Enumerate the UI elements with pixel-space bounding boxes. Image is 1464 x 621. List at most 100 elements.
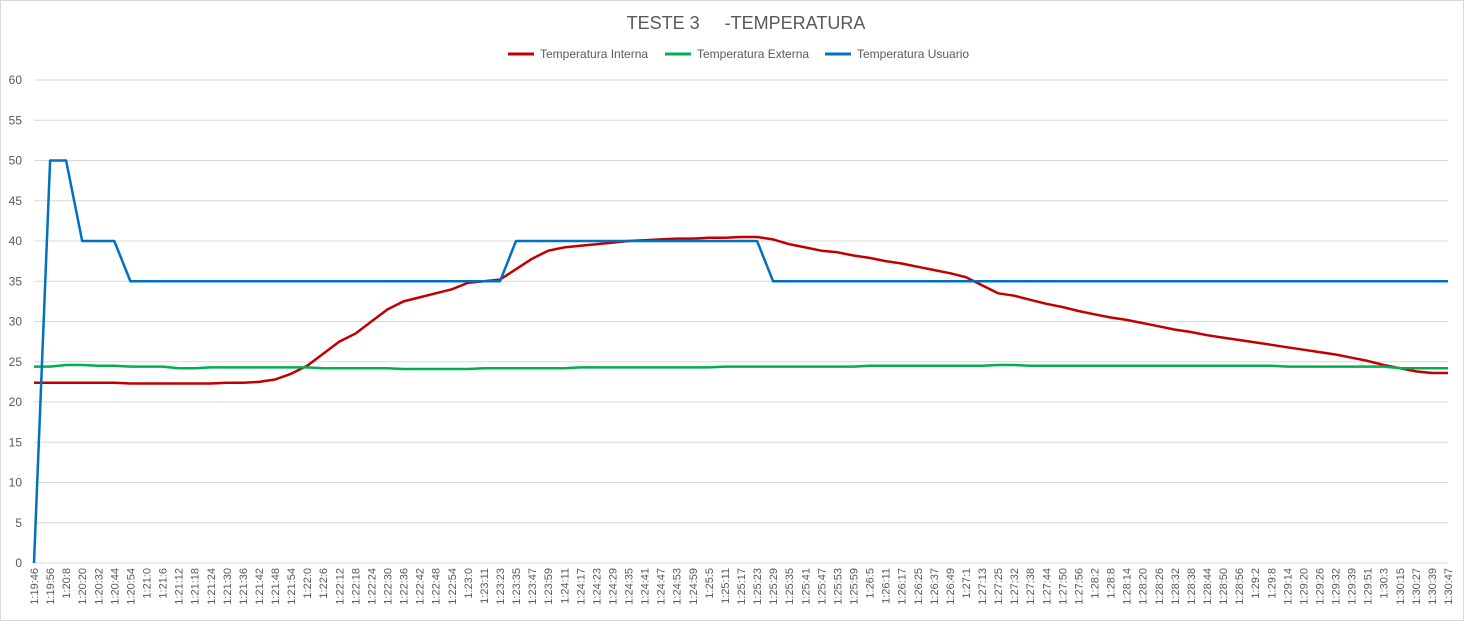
x-tick-label: 1:20:20 — [77, 568, 89, 605]
series-line-2 — [34, 363, 1448, 371]
y-axis-tick-labels: 0 5 10 15 20 25 30 35 40 45 50 55 60 — [9, 73, 23, 570]
x-tick-label: 1:25:35 — [784, 568, 796, 605]
x-tick-label: 1:25:17 — [736, 568, 748, 605]
x-tick-label: 1:24:41 — [640, 568, 652, 605]
x-tick-label: 1:29:39 — [1347, 568, 1359, 605]
x-tick-label: 1:19:56 — [45, 568, 57, 605]
x-tick-label: 1:19:46 — [29, 568, 41, 605]
x-tick-label: 1:22:0 — [302, 568, 314, 599]
legend: Temperatura Interna Temperatura Externa Te… — [508, 47, 969, 61]
x-tick-label: 1:28:20 — [1138, 568, 1150, 605]
x-tick-label: 1:25:5 — [704, 568, 716, 599]
x-tick-label: 1:29:32 — [1331, 568, 1343, 605]
x-tick-label: 1:28:32 — [1170, 568, 1182, 605]
x-tick-label: 1:26:37 — [929, 568, 941, 605]
x-tick-label: 1:21:24 — [206, 568, 218, 605]
legend-label: Temperatura Externa — [697, 47, 809, 61]
x-tick-label: 1:30:27 — [1411, 568, 1423, 605]
y-tick-label: 30 — [9, 315, 23, 329]
x-tick-label: 1:25:41 — [800, 568, 812, 605]
x-tick-label: 1:30:47 — [1443, 568, 1455, 605]
x-axis: 1:19:46 1:19:56 1:20:8 1:20:20 1:20:32 1:20:4… — [29, 562, 1455, 605]
y-tick-label: 25 — [9, 355, 23, 369]
x-tick-label: 1:28:50 — [1218, 568, 1230, 605]
x-tick-label: 1:25:53 — [832, 568, 844, 605]
x-tick-label: 1:30:3 — [1379, 568, 1391, 599]
x-tick-label: 1:26:5 — [865, 568, 877, 599]
x-tick-label: 1:21:0 — [141, 568, 153, 599]
x-tick-label: 1:30:15 — [1395, 568, 1407, 605]
x-tick-label: 1:24:17 — [575, 568, 587, 605]
x-tick-label: 1:29:14 — [1282, 568, 1294, 605]
x-tick-label: 1:24:47 — [656, 568, 668, 605]
x-tick-label: 1:27:13 — [977, 568, 989, 605]
x-tick-label: 1:22:24 — [366, 568, 378, 605]
x-tick-label: 1:26:49 — [945, 568, 957, 605]
x-tick-label: 1:23:35 — [511, 568, 523, 605]
x-tick-label: 1:20:8 — [61, 568, 73, 599]
x-tick-label: 1:27:32 — [1009, 568, 1021, 605]
x-tick-label: 1:22:18 — [350, 568, 362, 605]
x-tick-label: 1:28:14 — [1122, 568, 1134, 605]
x-tick-label: 1:28:2 — [1090, 568, 1102, 599]
x-tick-label: 1:21:36 — [238, 568, 250, 605]
y-tick-label: 55 — [9, 113, 23, 127]
x-tick-label: 1:23:23 — [495, 568, 507, 605]
x-tick-label: 1:27:56 — [1073, 568, 1085, 605]
x-tick-label: 1:27:1 — [961, 568, 973, 599]
x-tick-label: 1:22:48 — [431, 568, 443, 605]
x-tick-label: 1:20:32 — [93, 568, 105, 605]
x-tick-label: 1:22:30 — [383, 568, 395, 605]
x-tick-label: 1:24:59 — [688, 568, 700, 605]
chart-title: TESTE 3 -TEMPERATURA — [627, 13, 866, 33]
x-tick-label: 1:24:29 — [607, 568, 619, 605]
y-tick-label: 5 — [15, 516, 22, 530]
x-tick-label: 1:23:0 — [463, 568, 475, 599]
x-tick-label: 1:27:44 — [1041, 568, 1053, 605]
legend-label: Temperatura Interna — [540, 47, 648, 61]
x-tick-label: 1:27:25 — [993, 568, 1005, 605]
gridlines — [34, 79, 1448, 564]
x-tick-label: 1:27:50 — [1057, 568, 1069, 605]
x-tick-label: 1:23:47 — [527, 568, 539, 605]
x-tick-label: 1:28:26 — [1154, 568, 1166, 605]
x-tick-label: 1:23:11 — [479, 568, 491, 604]
x-tick-label: 1:20:44 — [109, 568, 121, 605]
x-tick-label: 1:22:36 — [399, 568, 411, 605]
x-tick-label: 1:29:2 — [1250, 568, 1262, 599]
x-tick-label: 1:30:39 — [1427, 568, 1439, 605]
x-tick-label: 1:26:25 — [913, 568, 925, 605]
x-tick-label: 1:22:12 — [334, 568, 346, 605]
x-tick-label: 1:28:8 — [1106, 568, 1118, 599]
x-tick-label: 1:21:30 — [222, 568, 234, 605]
x-tick-label: 1:22:6 — [318, 568, 330, 599]
x-tick-label: 1:23:59 — [543, 568, 555, 605]
y-tick-label: 60 — [9, 73, 23, 87]
x-tick-label: 1:21:18 — [190, 568, 202, 605]
series-line-3 — [32, 159, 1448, 564]
x-tick-label: 1:25:59 — [848, 568, 860, 605]
x-tick-label: 1:25:23 — [752, 568, 764, 605]
x-tick-label: 1:21:6 — [158, 568, 170, 599]
x-tick-label: 1:28:44 — [1202, 568, 1214, 605]
x-tick-label: 1:21:12 — [174, 568, 186, 605]
x-tick-label: 1:26:11 — [881, 568, 893, 604]
y-tick-label: 35 — [9, 274, 23, 288]
y-tick-label: 10 — [9, 476, 23, 490]
x-tick-label: 1:27:38 — [1025, 568, 1037, 605]
x-tick-label: 1:29:20 — [1298, 568, 1310, 605]
x-tick-label: 1:25:11 — [720, 568, 732, 604]
x-tick-label: 1:21:54 — [286, 568, 298, 605]
x-tick-label: 1:21:48 — [270, 568, 282, 605]
x-tick-label: 1:22:54 — [447, 568, 459, 605]
y-tick-label: 15 — [9, 435, 23, 449]
y-tick-label: 20 — [9, 395, 23, 409]
x-tick-label: 1:24:11 — [559, 568, 571, 604]
y-tick-label: 0 — [15, 556, 22, 570]
y-tick-label: 45 — [9, 194, 23, 208]
x-tick-label: 1:28:56 — [1234, 568, 1246, 605]
x-tick-label: 1:25:29 — [768, 568, 780, 605]
x-tick-label: 1:24:53 — [672, 568, 684, 605]
